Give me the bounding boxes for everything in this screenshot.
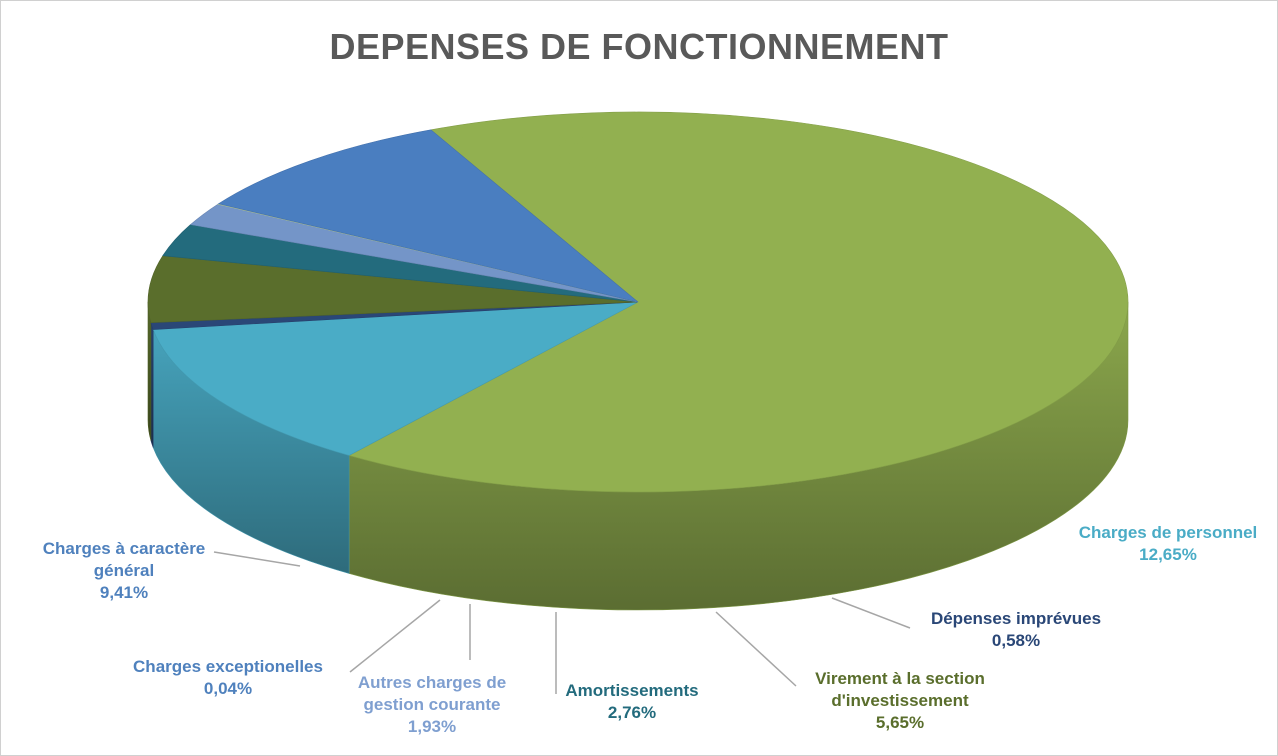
chart-title: DEPENSES DE FONCTIONNEMENT xyxy=(329,26,949,67)
slice-label-name: Amortissements xyxy=(565,681,699,700)
slice-value-label: 1,93% xyxy=(407,717,457,736)
leader-line-4 xyxy=(715,611,797,687)
slice-value-label: 5,65% xyxy=(875,713,925,732)
slice-label-5: Amortissements 2,76% xyxy=(482,680,782,724)
slice-4 xyxy=(147,255,639,323)
slice-label-6: Autres charges de gestion courante 1,93% xyxy=(282,672,582,738)
leader-lines xyxy=(213,551,911,694)
slice-label-4: Virement à la section d'investissement 5,6… xyxy=(750,668,1050,734)
slice-label-8: Charges à caractère général 9,41% xyxy=(0,538,274,604)
slice-label-3: Dépenses imprévues 0,58% xyxy=(866,608,1166,652)
slice-label-name: gestion courante xyxy=(363,695,501,714)
slice-value-label: 9,41% xyxy=(99,583,149,602)
slice-label-name: Charges de personnel xyxy=(1078,523,1258,542)
slice-value-label: 66,98% xyxy=(543,153,601,172)
slice-label-name: Charges exceptionelles xyxy=(133,657,323,676)
leader-line-3 xyxy=(831,597,911,629)
slice-value-label: 0,04% xyxy=(203,679,253,698)
slice-1 xyxy=(348,111,1129,493)
slice-label-1: Travaux GEMAPI 66,98% xyxy=(422,130,722,174)
slice-value-label: 0,58% xyxy=(991,631,1041,650)
slice-value-label: 12,65% xyxy=(1139,545,1197,564)
slice-label-name: d'investissement xyxy=(831,691,969,710)
slice-label-name: Virement à la section xyxy=(815,669,985,688)
slice-label-2: Charges de personnel 12,65% xyxy=(1018,522,1278,566)
slice-label-name: Dépenses imprévues xyxy=(930,609,1102,628)
pie-top-faces xyxy=(147,111,1129,493)
slice-label-name: Travaux GEMAPI xyxy=(503,131,641,150)
leader-line-7 xyxy=(349,599,441,673)
slice-side-4 xyxy=(147,301,152,441)
slice-2 xyxy=(152,301,639,456)
leader-line-8 xyxy=(213,551,301,567)
slice-label-name: général xyxy=(93,561,155,580)
slice-value-label: 2,76% xyxy=(607,703,657,722)
slice-label-name: Charges à caractère xyxy=(42,539,206,558)
slice-label-name: Autres charges de xyxy=(357,673,507,692)
slice-label-7: Charges exceptionelles 0,04% xyxy=(78,656,378,700)
slice-side-3 xyxy=(150,322,154,448)
slice-8 xyxy=(217,129,639,303)
